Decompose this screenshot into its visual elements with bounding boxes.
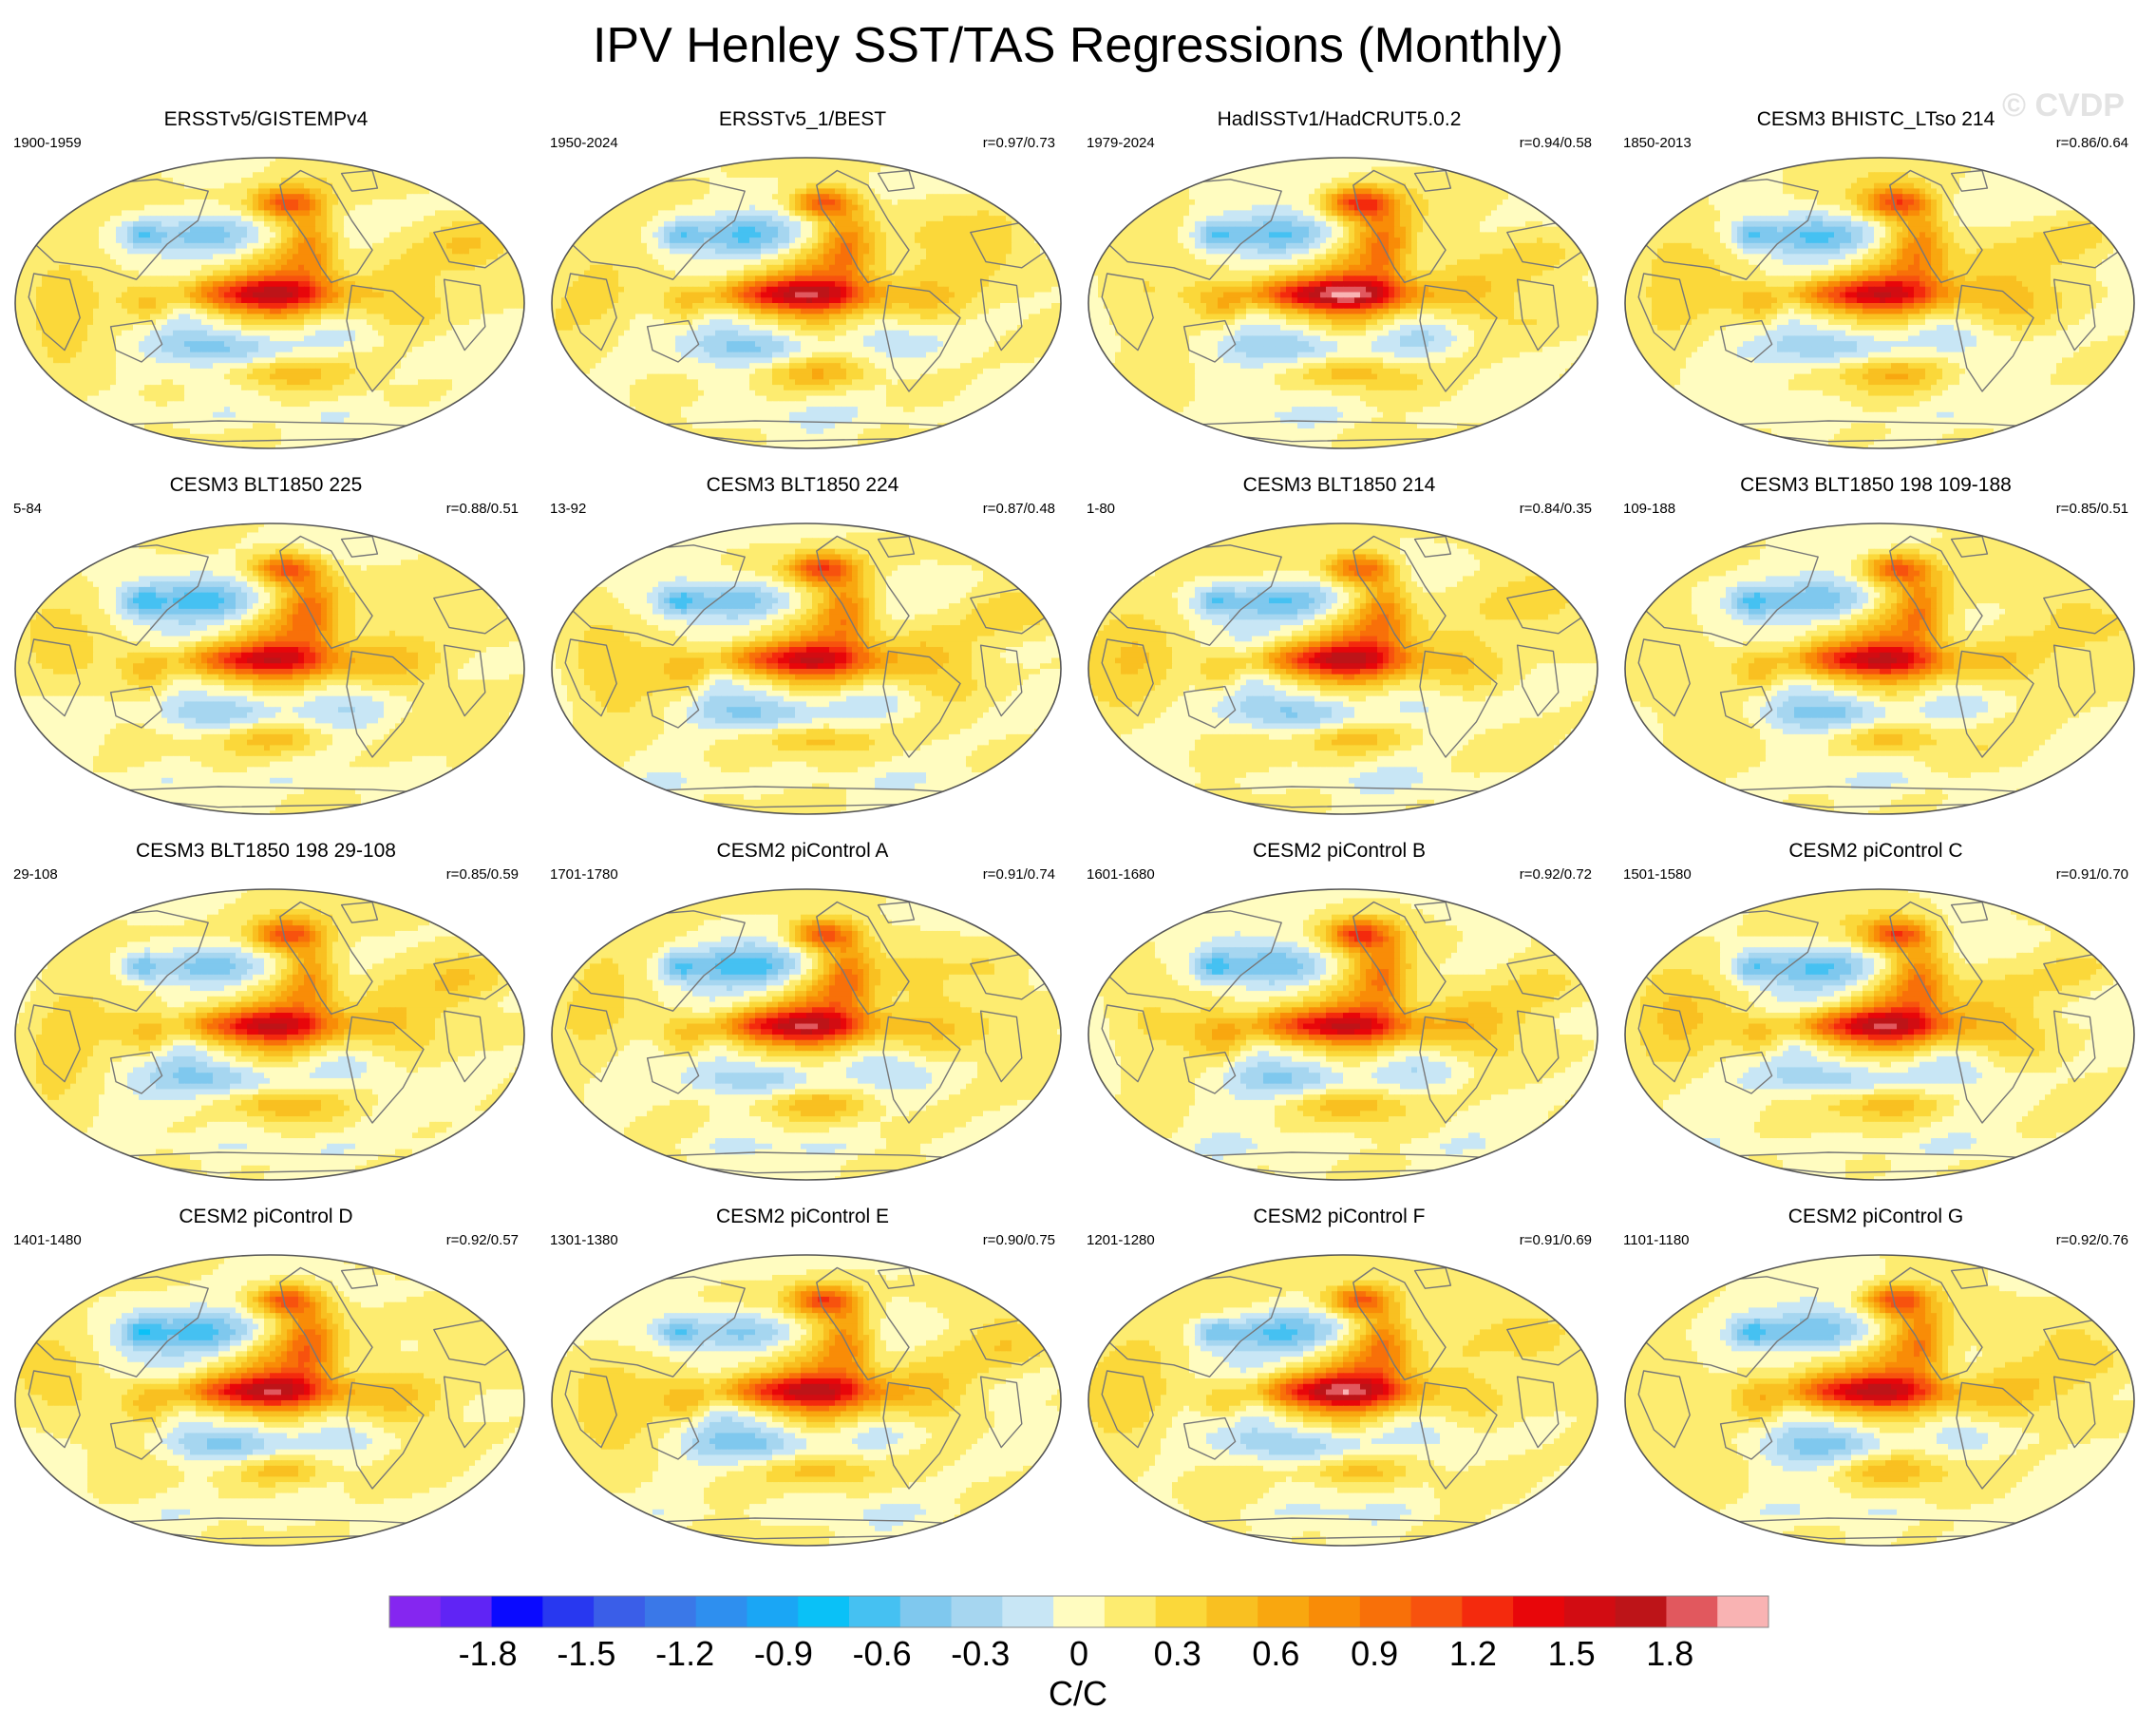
colorbar-tick-label: -1.8: [459, 1634, 518, 1673]
colorbar-swatch: [1717, 1596, 1768, 1627]
colorbar-tick-label: 0.9: [1351, 1634, 1398, 1673]
colorbar-swatch: [798, 1596, 849, 1627]
colorbar-swatch: [1002, 1596, 1053, 1627]
colorbar-swatch: [1258, 1596, 1309, 1627]
colorbar-swatch: [952, 1596, 1003, 1627]
colorbar-tick-label: 1.5: [1548, 1634, 1596, 1673]
colorbar-units-label: C/C: [1049, 1674, 1107, 1713]
colorbar-swatch: [1156, 1596, 1207, 1627]
colorbar-swatch: [441, 1596, 492, 1627]
colorbar-tick-label: 0.6: [1252, 1634, 1299, 1673]
colorbar-swatch: [645, 1596, 696, 1627]
colorbar-swatch: [696, 1596, 747, 1627]
colorbar-tick-label: -1.2: [655, 1634, 714, 1673]
colorbar-tick-label: -0.6: [853, 1634, 912, 1673]
colorbar-swatch: [747, 1596, 798, 1627]
colorbar-swatch: [1309, 1596, 1360, 1627]
colorbar-swatch: [900, 1596, 952, 1627]
colorbar-swatch: [1206, 1596, 1258, 1627]
colorbar-tick-label: -1.5: [557, 1634, 615, 1673]
colorbar-swatch: [389, 1596, 441, 1627]
colorbar-tick-label: 0.3: [1154, 1634, 1201, 1673]
colorbar-tick-label: 0: [1069, 1634, 1088, 1673]
colorbar-swatch: [1411, 1596, 1463, 1627]
colorbar-swatch: [1462, 1596, 1513, 1627]
colorbar-swatch: [1360, 1596, 1411, 1627]
colorbar-swatch: [1616, 1596, 1667, 1627]
colorbar-swatch: [594, 1596, 645, 1627]
colorbar-tick-label: -0.9: [754, 1634, 813, 1673]
colorbar-swatch: [1105, 1596, 1156, 1627]
colorbar-swatch: [1564, 1596, 1616, 1627]
colorbar-swatch: [1053, 1596, 1105, 1627]
colorbar-swatch: [492, 1596, 543, 1627]
colorbar-swatch: [1666, 1596, 1717, 1627]
colorbar-tick-label: 1.2: [1449, 1634, 1497, 1673]
colorbar-swatch: [849, 1596, 900, 1627]
colorbar-swatch: [1513, 1596, 1564, 1627]
colorbar-swatch: [542, 1596, 594, 1627]
colorbar-tick-label: 1.8: [1646, 1634, 1693, 1673]
colorbar-tick-label: -0.3: [951, 1634, 1010, 1673]
